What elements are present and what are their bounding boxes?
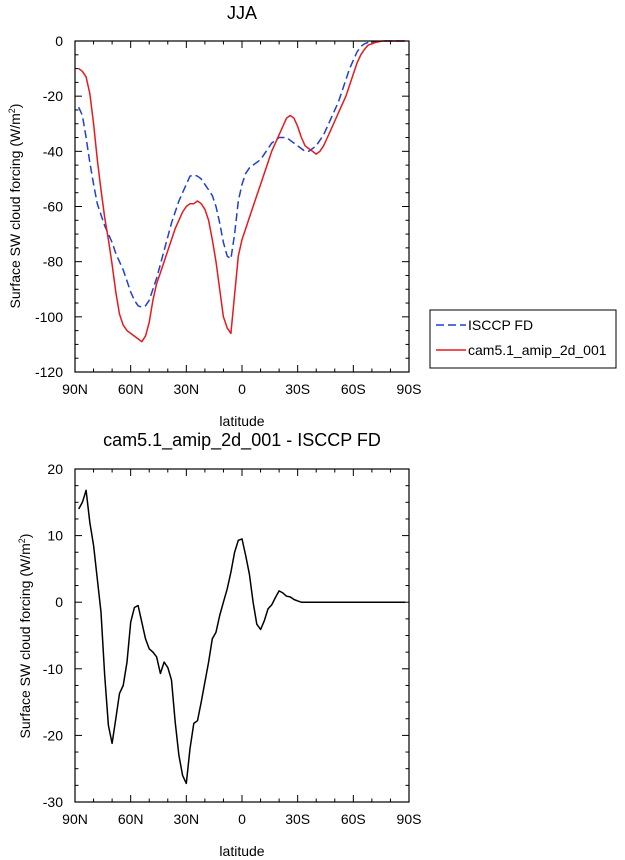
- panel-2-plot-frame: [74, 468, 410, 803]
- panel-1-x-tick-label: 90S: [397, 381, 422, 397]
- panel-1-y-tick-label: -20: [43, 88, 63, 104]
- panel-2-y-tick-label: 0: [55, 594, 63, 610]
- panel-1-y-tick-label: 0: [55, 33, 63, 49]
- panel-2-x-tick-label: 90S: [397, 811, 422, 827]
- panel-2-y-tick-label: 20: [47, 461, 63, 477]
- panel-2-tick-labels: 90N 60N 30N 0 30S 60S 90S 20 10 0 -10 -20 -30: [43, 461, 422, 827]
- panel-1-y-tick-label: -120: [35, 364, 63, 380]
- panel-2-y-tick-label: -10: [43, 661, 63, 677]
- panel-1-y-tick-label: -80: [43, 254, 63, 270]
- panel-1-y-axis-label: Surface SW cloud forcing (W/m2): [7, 104, 23, 309]
- panel-2-x-tick-label: 90N: [62, 811, 88, 827]
- panel-2-series: [78, 489, 406, 785]
- panel-2-x-tick-label: 30N: [173, 811, 199, 827]
- panel-1-plot-frame: [74, 40, 410, 373]
- panel-1-tick-labels: 90N 60N 30N 0 30S 60S 90S 0 -20 -40 -60 -80 -100 -120: [35, 33, 421, 397]
- panel-2-x-tick-label: 0: [238, 811, 246, 827]
- panel-2: cam5.1_amip_2d_001 - ISCCP FD Surface SW…: [17, 430, 421, 859]
- panel-2-y-tick-label: -30: [43, 794, 63, 810]
- legend: ISCCP FD cam5.1_amip_2d_001: [429, 309, 617, 369]
- panel-1-x-axis-label: latitude: [219, 413, 264, 429]
- panel-2-x-tick-label: 60N: [118, 811, 144, 827]
- panel-1-x-tick-label: 60N: [118, 381, 144, 397]
- panel-1-ticks: [74, 40, 410, 373]
- panel-1-y-tick-label: -100: [35, 309, 63, 325]
- panel-2-y-tick-label: 10: [47, 528, 63, 544]
- panel-2-y-axis-label: Surface SW cloud forcing (W/m2): [17, 534, 33, 739]
- panel-2-x-tick-label: 30S: [285, 811, 310, 827]
- legend-label-isccp-fd: ISCCP FD: [468, 317, 533, 333]
- panel-1-series: [78, 40, 406, 343]
- legend-label-cam5: cam5.1_amip_2d_001: [468, 342, 607, 358]
- legend-box: [429, 309, 617, 369]
- panel-1-title: JJA: [227, 3, 257, 23]
- panel-1-x-tick-label: 30N: [173, 381, 199, 397]
- panel-2-ticks: [74, 468, 410, 803]
- panel-2-title: cam5.1_amip_2d_001 - ISCCP FD: [103, 430, 381, 451]
- panel-1-x-tick-label: 90N: [62, 381, 88, 397]
- panel-2-x-axis-label: latitude: [219, 843, 264, 859]
- panel-1: JJA Surface SW cloud forcing (W/m2) lati…: [7, 3, 421, 429]
- panel-2-series-line-0: [78, 489, 406, 785]
- panel-1-series-line-0: [78, 40, 406, 308]
- panel-1-series-line-1: [78, 40, 406, 343]
- panel-2-y-tick-label: -20: [43, 727, 63, 743]
- panel-1-y-tick-label: -60: [43, 199, 63, 215]
- panel-1-y-tick-label: -40: [43, 143, 63, 159]
- panel-1-x-tick-label: 0: [238, 381, 246, 397]
- panel-1-x-tick-label: 60S: [341, 381, 366, 397]
- panel-1-x-tick-label: 30S: [285, 381, 310, 397]
- panel-2-x-tick-label: 60S: [341, 811, 366, 827]
